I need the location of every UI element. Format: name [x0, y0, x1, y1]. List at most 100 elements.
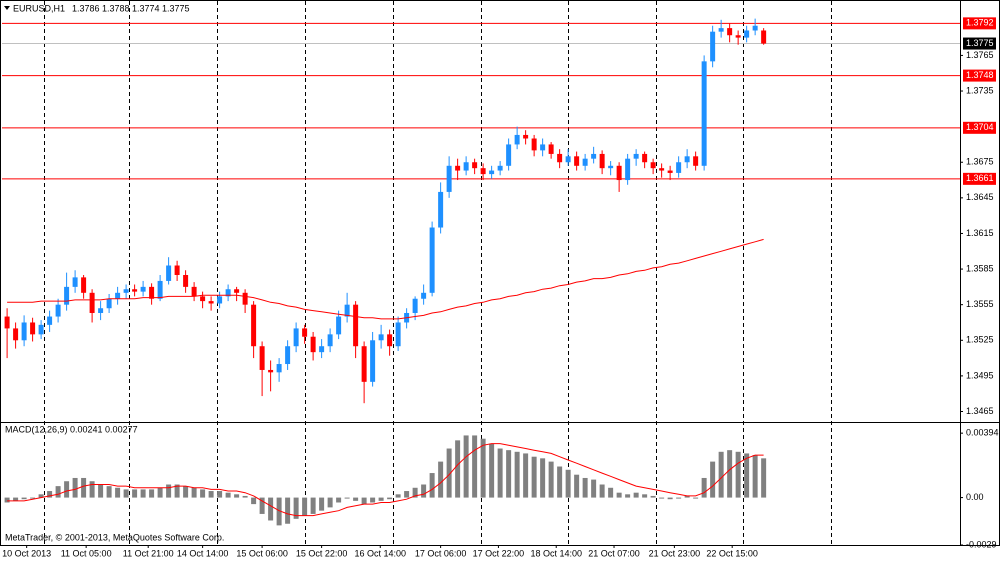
- candle-body: [412, 298, 418, 313]
- candle-body: [217, 296, 223, 304]
- y-tick-label: 1.3585: [966, 263, 994, 273]
- macd-bar: [667, 497, 673, 500]
- x-tick-label: 14 Oct 14:00: [177, 548, 229, 558]
- candle-body: [81, 277, 87, 293]
- macd-bar: [115, 487, 121, 498]
- open-value: 1.3786: [72, 3, 100, 13]
- candles: [4, 18, 767, 404]
- candle-body: [242, 292, 248, 305]
- macd-bar: [319, 497, 325, 511]
- macd-bar: [565, 469, 571, 498]
- macd-bar: [361, 497, 367, 505]
- candle-body: [208, 301, 214, 304]
- menu-triangle[interactable]: [4, 6, 10, 10]
- candle-body: [480, 168, 486, 175]
- moving-average: [7, 238, 764, 320]
- candle-body: [98, 308, 104, 313]
- macd-bar: [140, 489, 146, 498]
- y-tick-label: 1.3735: [966, 85, 994, 95]
- macd-bar: [268, 497, 274, 521]
- macd-bar: [98, 484, 104, 498]
- level-label: 1.3704: [966, 122, 994, 132]
- candle-body: [429, 227, 435, 293]
- candle-body: [514, 134, 520, 145]
- macd-bar: [489, 443, 495, 498]
- macd-bar: [38, 494, 44, 498]
- macd-bar: [412, 487, 418, 498]
- candle-body: [455, 165, 461, 171]
- macd-bar: [191, 487, 197, 498]
- candle-body: [183, 275, 189, 287]
- macd-bar: [735, 451, 741, 498]
- x-tick-label: 16 Oct 14:00: [354, 548, 406, 558]
- macd-bar: [599, 484, 605, 498]
- candle-body: [744, 30, 750, 38]
- macd-bar: [676, 497, 682, 499]
- candle-body: [72, 277, 78, 287]
- y-tick-label: 1.3465: [966, 406, 994, 416]
- macd-bar: [438, 461, 444, 498]
- macd-bar: [166, 484, 172, 498]
- macd-bar: [259, 497, 265, 514]
- candle-body: [166, 265, 172, 281]
- macd-bar: [574, 474, 580, 498]
- macd-bar: [684, 495, 690, 498]
- candle-body: [370, 340, 376, 382]
- candle-body: [293, 328, 299, 347]
- macd-bar: [446, 448, 452, 498]
- x-tick-label: 15 Oct 22:00: [296, 548, 348, 558]
- macd-bar: [506, 450, 512, 498]
- macd-bar: [149, 489, 155, 498]
- candle-body: [599, 153, 605, 169]
- candle-body: [140, 286, 146, 292]
- copyright: MetaTrader, © 2001-2013, MetaQuotes Soft…: [5, 532, 224, 542]
- candle-body: [718, 28, 724, 32]
- candle-body: [191, 286, 197, 297]
- candle-body: [497, 165, 503, 171]
- candle-body: [557, 153, 563, 163]
- candle-body: [642, 153, 648, 163]
- candle-body: [387, 334, 393, 347]
- macd-bar: [659, 497, 665, 499]
- x-tick-label: 11 Oct 21:00: [123, 548, 174, 558]
- candle-body: [693, 156, 699, 166]
- candle-body: [310, 336, 316, 353]
- macd-bar: [251, 497, 257, 505]
- candle-body: [659, 168, 665, 171]
- macd-bar: [30, 497, 36, 499]
- macd-bar: [387, 497, 393, 500]
- macd-histogram: [4, 435, 767, 526]
- macd-bar: [200, 489, 206, 498]
- candle-body: [285, 346, 291, 365]
- candle-body: [157, 280, 163, 299]
- x-tick-label: 17 Oct 06:00: [415, 548, 467, 558]
- candle-body: [55, 304, 61, 317]
- candle-body: [327, 334, 333, 347]
- macd-bar: [727, 450, 733, 498]
- candle-body: [38, 324, 44, 335]
- low-value: 1.3774: [132, 3, 160, 13]
- candle-body: [344, 304, 350, 317]
- y-tick-label: 1.3765: [966, 50, 994, 60]
- macd-bar: [616, 492, 622, 498]
- macd-bar: [642, 494, 648, 498]
- candle-body: [149, 286, 155, 299]
- level-label-box: [963, 69, 996, 82]
- candle-body: [64, 286, 70, 305]
- y2-tick-label: 0.00394: [966, 428, 999, 438]
- macd-bar: [370, 497, 376, 503]
- candle-body: [625, 158, 631, 181]
- candle-body: [650, 162, 656, 169]
- candle-body: [540, 144, 546, 151]
- macd-bar: [710, 461, 716, 498]
- y-tick-label: 1.3615: [966, 228, 994, 238]
- y-tick-label: 1.3675: [966, 157, 994, 167]
- candle-body: [132, 289, 138, 292]
- candle-body: [446, 165, 452, 192]
- macd-bar: [378, 497, 384, 501]
- macd-bar: [242, 495, 248, 498]
- macd-bar: [523, 453, 529, 498]
- macd-bar: [497, 448, 503, 498]
- candle-body: [438, 191, 444, 228]
